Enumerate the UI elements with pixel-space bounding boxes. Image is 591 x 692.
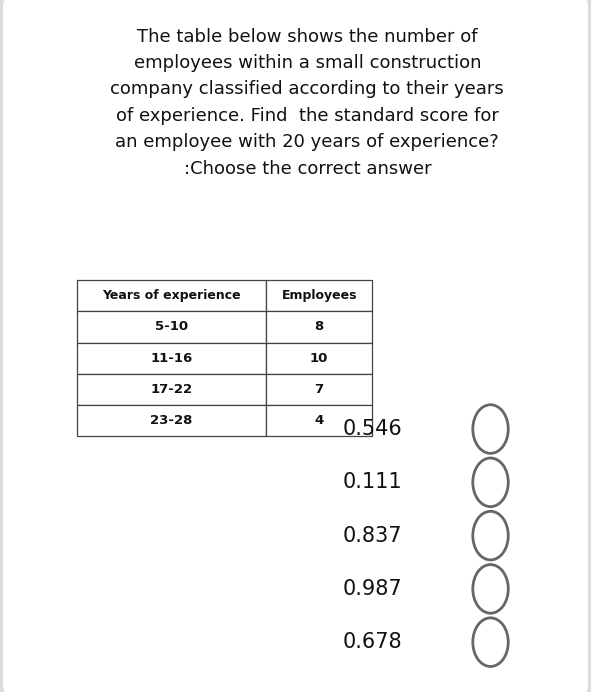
Text: The table below shows the number of
employees within a small construction
compan: The table below shows the number of empl…	[111, 28, 504, 178]
FancyBboxPatch shape	[3, 0, 588, 692]
Text: 0.546: 0.546	[342, 419, 402, 439]
Text: Employees: Employees	[281, 289, 357, 302]
Text: 0.678: 0.678	[342, 632, 402, 652]
Text: 0.837: 0.837	[342, 526, 402, 545]
Ellipse shape	[473, 565, 508, 613]
Bar	[77, 311, 266, 343]
Bar	[266, 374, 372, 405]
Bar	[266, 405, 372, 436]
Ellipse shape	[473, 458, 508, 507]
Text: 17-22: 17-22	[150, 383, 193, 396]
Ellipse shape	[473, 511, 508, 560]
Text: Years of experience: Years of experience	[102, 289, 241, 302]
Bar	[77, 343, 266, 374]
Bar	[77, 280, 266, 311]
Bar	[77, 405, 266, 436]
Text: 0.111: 0.111	[342, 473, 402, 492]
Ellipse shape	[473, 405, 508, 453]
Bar	[266, 311, 372, 343]
Text: 23-28: 23-28	[150, 414, 193, 427]
Text: 4: 4	[314, 414, 324, 427]
Bar	[266, 280, 372, 311]
Bar	[77, 374, 266, 405]
Text: 7: 7	[314, 383, 324, 396]
Text: 8: 8	[314, 320, 324, 334]
Text: 5-10: 5-10	[155, 320, 188, 334]
Text: 11-16: 11-16	[150, 352, 193, 365]
Text: 0.987: 0.987	[342, 579, 402, 599]
Text: 10: 10	[310, 352, 329, 365]
Bar	[266, 343, 372, 374]
Ellipse shape	[473, 618, 508, 666]
